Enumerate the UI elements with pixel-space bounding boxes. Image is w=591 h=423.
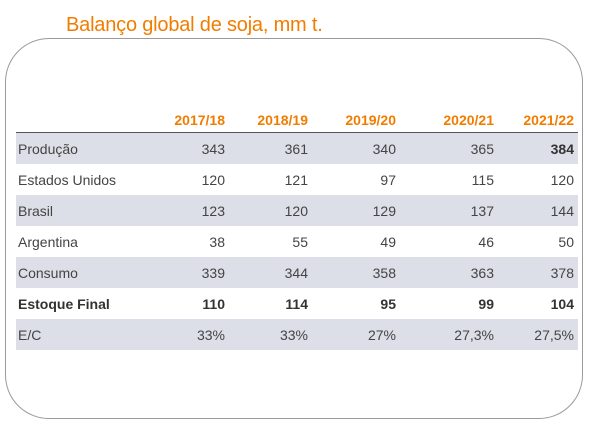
header-cell: 2020/21 — [400, 110, 498, 133]
table-cell: 384 — [498, 132, 578, 164]
row-label: Estados Unidos — [18, 171, 117, 188]
row-label: Argentina — [18, 233, 78, 250]
table-row: E/C 33% 33% 27% 27,3% 27,5% — [16, 319, 578, 350]
table-cell: 363 — [400, 257, 498, 288]
table-cell: 110 — [202, 295, 225, 312]
table-cell: 114 — [285, 295, 308, 312]
table-cell: 344 — [229, 257, 312, 288]
header-cell — [16, 110, 146, 133]
table-cell: 129 — [312, 195, 400, 226]
header-cell: 2018/19 — [229, 110, 312, 133]
row-label: E/C — [16, 319, 146, 350]
table-card — [5, 38, 583, 419]
table-cell: 38 — [209, 233, 225, 250]
header-cell: 2021/22 — [498, 110, 578, 133]
table-cell: 358 — [312, 257, 400, 288]
table-cell: 27,3% — [400, 319, 498, 350]
table-cell: 120 — [550, 171, 574, 188]
soy-balance-table: 2017/18 2018/19 2019/20 2020/21 2021/22 … — [16, 110, 578, 350]
row-label: Consumo — [16, 257, 146, 288]
table-row: Estoque Final 110 114 95 99 104 — [16, 288, 578, 319]
table-cell: 33% — [146, 319, 229, 350]
table-cell: 115 — [471, 171, 494, 188]
table-cell: 27% — [312, 319, 400, 350]
table-row: Brasil 123 120 129 137 144 — [16, 195, 578, 226]
table-cell: 339 — [146, 257, 229, 288]
table-cell: 121 — [284, 171, 308, 188]
table-cell: 27,5% — [498, 319, 578, 350]
row-label: Produção — [16, 132, 146, 164]
table-cell: 49 — [380, 233, 396, 250]
table-cell: 378 — [498, 257, 578, 288]
header-row: 2017/18 2018/19 2019/20 2020/21 2021/22 — [16, 110, 578, 133]
table-cell: 97 — [380, 171, 396, 188]
table-cell: 340 — [312, 132, 400, 164]
table-cell: 365 — [400, 132, 498, 164]
table-cell: 120 — [201, 171, 225, 188]
table-row: Estados Unidos 120 121 97 115 120 — [16, 164, 578, 195]
header-cell: 2019/20 — [312, 110, 400, 133]
table-cell: 120 — [229, 195, 312, 226]
table-cell: 99 — [478, 295, 494, 312]
table-cell: 50 — [558, 233, 574, 250]
table-row: Argentina 38 55 49 46 50 — [16, 226, 578, 257]
header-cell: 2017/18 — [146, 110, 229, 133]
table-cell: 361 — [229, 132, 312, 164]
table-cell: 55 — [292, 233, 308, 250]
row-label: Estoque Final — [18, 295, 110, 312]
table-cell: 46 — [478, 233, 494, 250]
page-title: Balanço global de soja, mm t. — [60, 14, 329, 37]
table-row: Consumo 339 344 358 363 378 — [16, 257, 578, 288]
table-cell: 123 — [146, 195, 229, 226]
table-row: Produção 343 361 340 365 384 — [16, 132, 578, 164]
table-cell: 33% — [229, 319, 312, 350]
table-cell: 95 — [380, 295, 396, 312]
table-cell: 104 — [550, 295, 574, 312]
table-cell: 137 — [400, 195, 498, 226]
table-cell: 343 — [146, 132, 229, 164]
table-cell: 144 — [498, 195, 578, 226]
row-label: Brasil — [16, 195, 146, 226]
